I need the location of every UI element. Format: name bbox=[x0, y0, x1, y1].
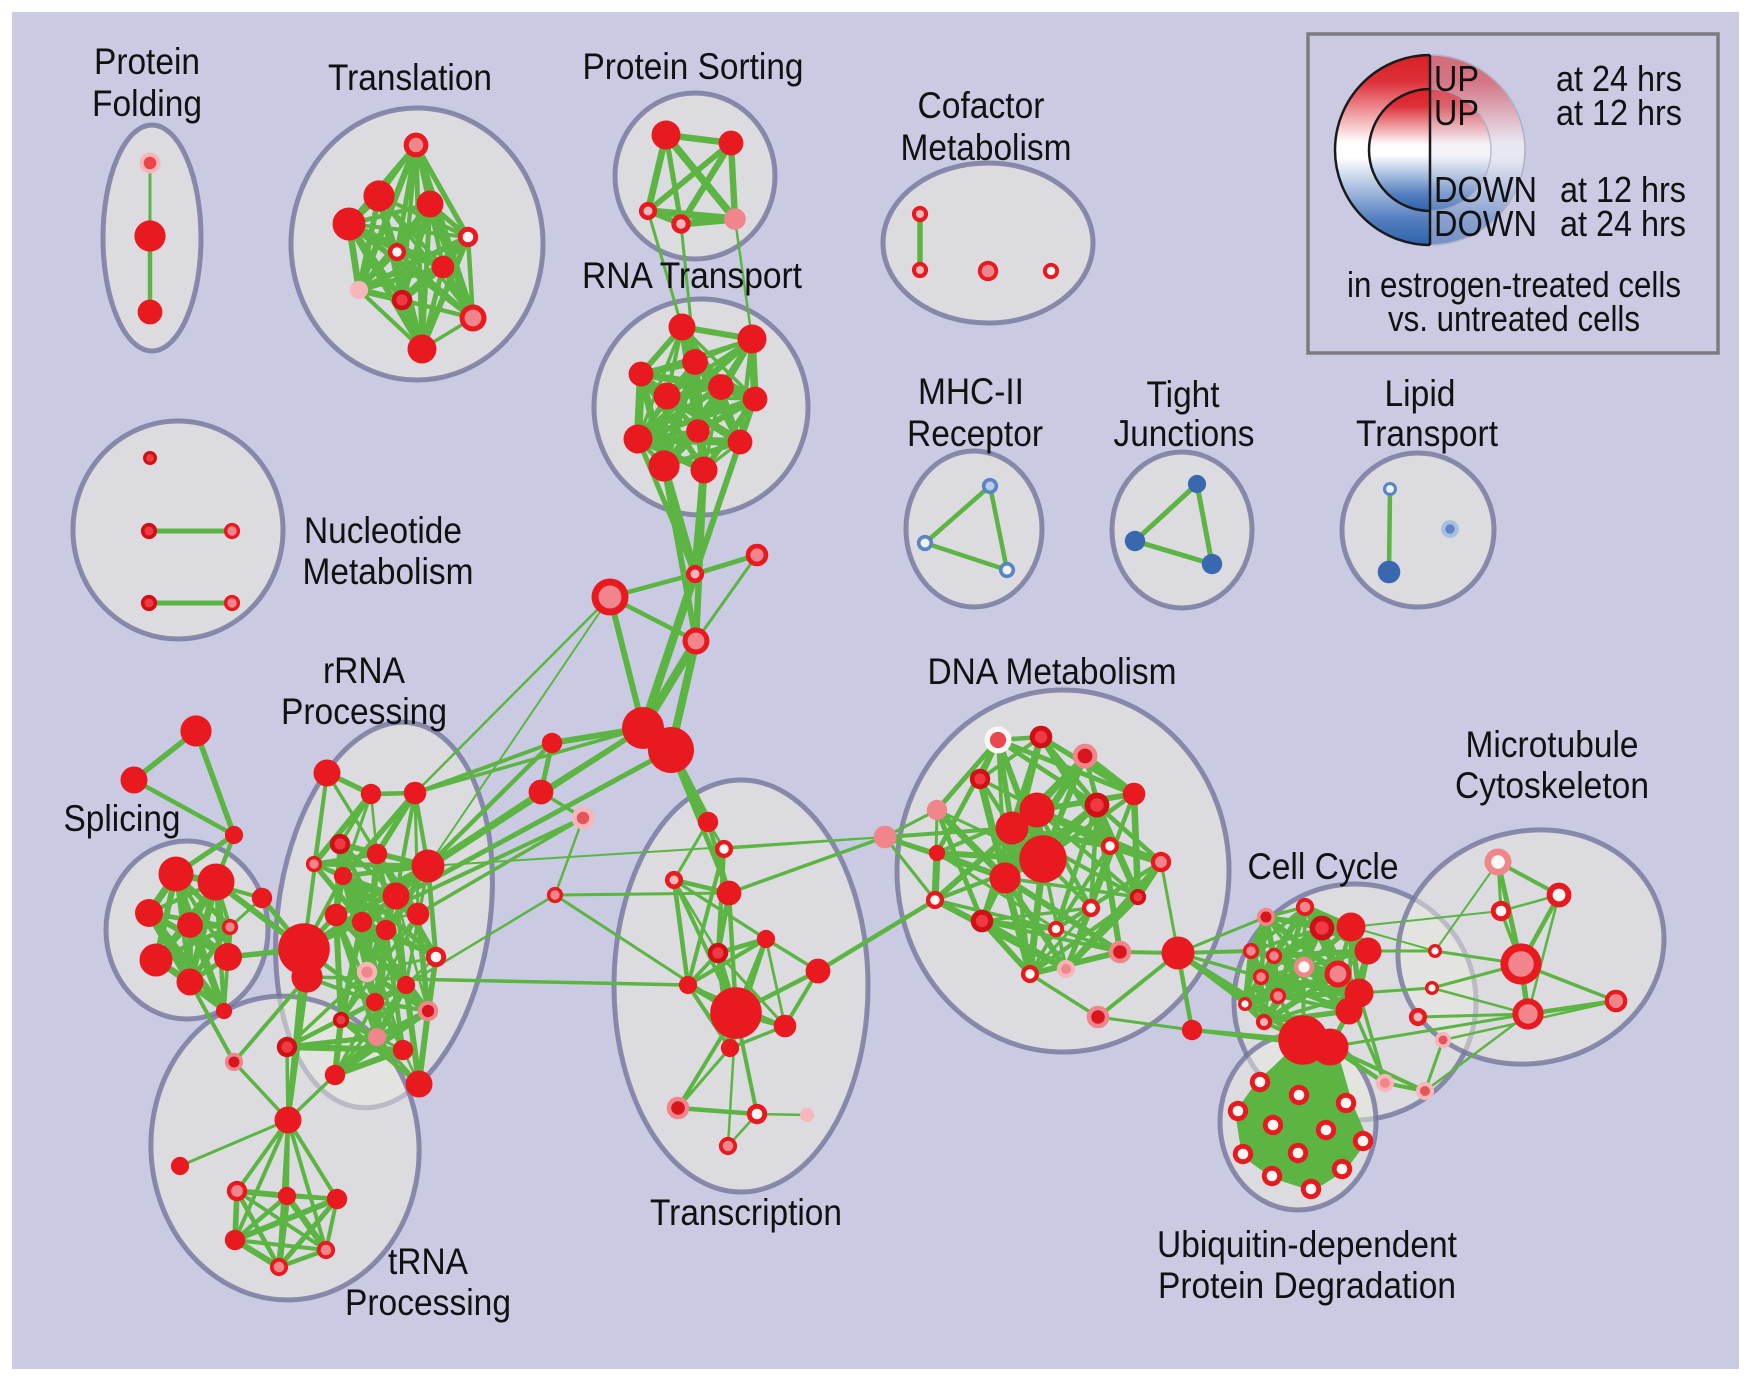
svg-text:in estrogen-treated cells: in estrogen-treated cells bbox=[1347, 264, 1681, 305]
svg-text:tRNA: tRNA bbox=[388, 1241, 468, 1282]
svg-text:Metabolism: Metabolism bbox=[303, 551, 474, 592]
svg-text:UP: UP bbox=[1434, 92, 1479, 133]
svg-text:Cytoskeleton: Cytoskeleton bbox=[1455, 765, 1649, 806]
svg-text:UP: UP bbox=[1434, 58, 1479, 99]
svg-text:Microtubule: Microtubule bbox=[1466, 724, 1639, 765]
svg-text:Protein: Protein bbox=[94, 41, 200, 82]
svg-text:Nucleotide: Nucleotide bbox=[304, 510, 462, 551]
svg-text:Processing: Processing bbox=[281, 691, 447, 732]
svg-text:DNA Metabolism: DNA Metabolism bbox=[928, 651, 1177, 692]
svg-text:Splicing: Splicing bbox=[64, 798, 181, 839]
svg-text:Ubiquitin-dependent: Ubiquitin-dependent bbox=[1157, 1224, 1458, 1265]
svg-text:MHC-II: MHC-II bbox=[918, 371, 1024, 412]
svg-text:Transport: Transport bbox=[1356, 413, 1499, 454]
svg-text:Processing: Processing bbox=[345, 1282, 511, 1323]
svg-text:Cell Cycle: Cell Cycle bbox=[1248, 846, 1399, 887]
svg-text:Protein Sorting: Protein Sorting bbox=[583, 46, 804, 87]
svg-text:Metabolism: Metabolism bbox=[901, 127, 1072, 168]
svg-text:DOWN: DOWN bbox=[1434, 169, 1537, 210]
svg-text:Protein Degradation: Protein Degradation bbox=[1158, 1265, 1456, 1306]
svg-text:Receptor: Receptor bbox=[907, 413, 1043, 454]
svg-text:Transcription: Transcription bbox=[650, 1192, 842, 1233]
svg-text:Junctions: Junctions bbox=[1114, 413, 1255, 454]
svg-text:at 12 hrs: at 12 hrs bbox=[1556, 92, 1682, 133]
svg-text:Tight: Tight bbox=[1147, 374, 1221, 415]
svg-text:Lipid: Lipid bbox=[1385, 373, 1456, 414]
svg-text:at 24 hrs: at 24 hrs bbox=[1560, 203, 1686, 244]
svg-text:Translation: Translation bbox=[328, 57, 492, 98]
svg-text:rRNA: rRNA bbox=[323, 650, 405, 691]
svg-text:RNA Transport: RNA Transport bbox=[582, 255, 803, 296]
svg-text:at 12 hrs: at 12 hrs bbox=[1560, 169, 1686, 210]
svg-text:Folding: Folding bbox=[92, 83, 202, 124]
svg-text:at 24 hrs: at 24 hrs bbox=[1556, 58, 1682, 99]
svg-text:DOWN: DOWN bbox=[1434, 203, 1537, 244]
svg-text:Cofactor: Cofactor bbox=[918, 85, 1045, 126]
svg-text:vs. untreated cells: vs. untreated cells bbox=[1388, 298, 1640, 339]
